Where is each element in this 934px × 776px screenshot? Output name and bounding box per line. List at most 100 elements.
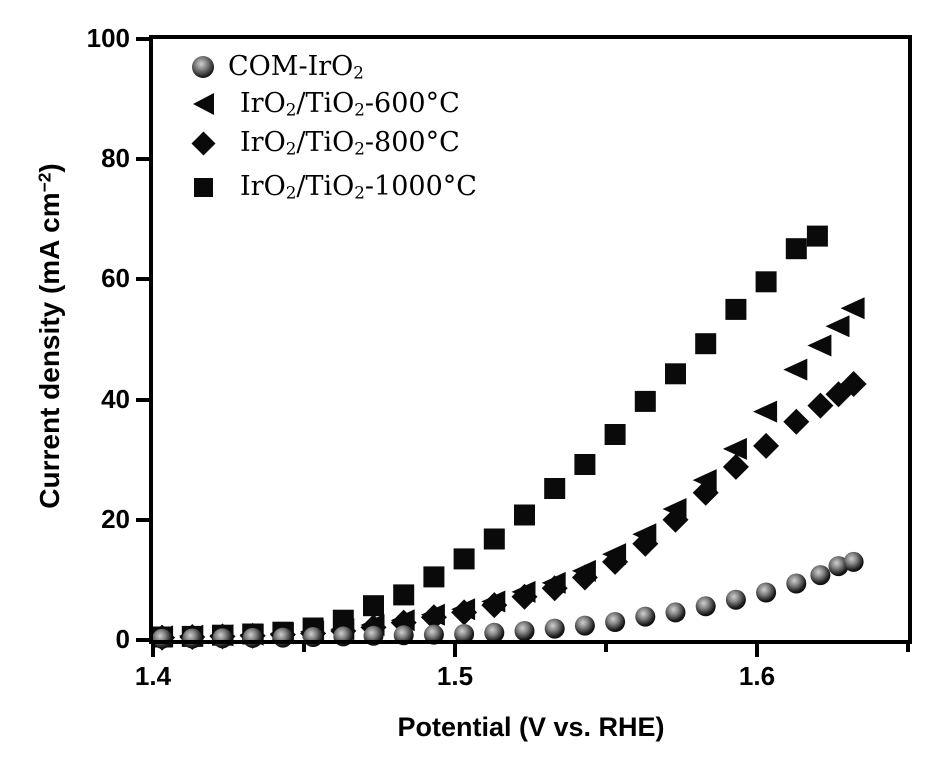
legend-label: COM-IrO2 bbox=[228, 51, 364, 83]
x-axis-label: Potential (V vs. RHE) bbox=[397, 712, 665, 742]
data-point bbox=[825, 315, 850, 338]
text-segment: -800°C bbox=[364, 127, 460, 159]
x-major-tick bbox=[453, 644, 457, 657]
y-major-tick bbox=[136, 517, 149, 522]
x-tick-label: 1.4 bbox=[134, 661, 172, 691]
data-point bbox=[843, 551, 864, 572]
superscript: −2 bbox=[34, 172, 55, 193]
data-point bbox=[152, 628, 173, 649]
legend-item-iro2-tio2-600c: IrO2/TiO2-600°C bbox=[185, 84, 460, 124]
data-point bbox=[514, 621, 535, 641]
data-point bbox=[423, 566, 445, 588]
data-point bbox=[785, 238, 807, 260]
data-point bbox=[786, 573, 807, 594]
data-point bbox=[695, 333, 717, 355]
subscript: 2 bbox=[354, 99, 365, 120]
data-point bbox=[753, 432, 780, 459]
data-point bbox=[242, 627, 263, 648]
text-segment: COM-IrO bbox=[228, 51, 354, 83]
data-point bbox=[753, 400, 778, 423]
diamond-marker-icon bbox=[190, 130, 216, 156]
data-point bbox=[212, 628, 233, 649]
data-point bbox=[662, 506, 689, 533]
y-major-tick bbox=[136, 37, 149, 41]
subscript: 2 bbox=[353, 62, 364, 83]
data-point bbox=[454, 624, 475, 644]
data-point bbox=[451, 599, 478, 626]
y-major-tick bbox=[136, 277, 149, 282]
data-point bbox=[692, 479, 719, 506]
data-point bbox=[484, 622, 505, 643]
data-point bbox=[511, 583, 538, 610]
data-point bbox=[840, 297, 865, 320]
legend-label: IrO2/TiO2-1000°C bbox=[240, 171, 477, 203]
text-segment: IrO bbox=[240, 171, 286, 203]
data-point bbox=[393, 625, 414, 646]
x-tick-label: 1.6 bbox=[738, 661, 776, 691]
data-point bbox=[393, 584, 415, 606]
data-point bbox=[272, 627, 293, 648]
data-point bbox=[333, 626, 354, 647]
data-point bbox=[634, 390, 656, 412]
y-major-tick bbox=[136, 397, 149, 402]
series-iro2-tio2-1000c bbox=[151, 225, 828, 648]
data-point bbox=[783, 408, 810, 435]
data-point bbox=[605, 612, 626, 632]
data-point bbox=[665, 602, 686, 623]
data-point bbox=[363, 625, 384, 646]
data-point bbox=[182, 628, 203, 649]
text-segment: /TiO bbox=[296, 88, 355, 120]
subscript: 2 bbox=[354, 182, 365, 203]
y-tick-label: 60 bbox=[101, 263, 130, 294]
data-point bbox=[783, 358, 808, 381]
subscript: 2 bbox=[285, 138, 297, 159]
subscript: 2 bbox=[285, 182, 297, 203]
data-point bbox=[722, 437, 747, 460]
data-point bbox=[602, 548, 629, 575]
data-point bbox=[665, 363, 686, 385]
y-major-tick bbox=[136, 638, 149, 642]
plot-area bbox=[149, 225, 867, 651]
y-tick-label: 100 bbox=[86, 23, 130, 53]
sphere-marker-icon bbox=[192, 56, 214, 78]
data-point bbox=[571, 564, 598, 591]
text-segment: IrO bbox=[240, 127, 286, 159]
data-point bbox=[423, 624, 444, 645]
data-point bbox=[632, 530, 659, 557]
data-point bbox=[541, 575, 568, 602]
x-minor-tick bbox=[604, 644, 608, 652]
x-major-tick bbox=[755, 644, 759, 657]
data-point bbox=[481, 592, 508, 619]
data-point bbox=[828, 556, 849, 577]
data-point bbox=[807, 392, 834, 419]
series-com-iro2 bbox=[152, 551, 864, 649]
data-point bbox=[574, 615, 595, 636]
data-point bbox=[840, 371, 867, 397]
text-segment: IrO bbox=[240, 88, 286, 120]
data-point bbox=[363, 595, 384, 617]
subscript: 2 bbox=[285, 99, 297, 120]
data-point bbox=[574, 454, 596, 475]
data-point bbox=[722, 453, 749, 480]
y-tick-label: 80 bbox=[101, 143, 130, 174]
data-point bbox=[725, 298, 747, 320]
data-point bbox=[544, 478, 566, 499]
data-point bbox=[303, 627, 324, 647]
data-point bbox=[514, 504, 535, 526]
text-segment: -1000°C bbox=[364, 171, 477, 203]
data-point bbox=[806, 225, 828, 247]
x-minor-tick bbox=[302, 644, 306, 652]
text-segment: /TiO bbox=[296, 127, 355, 159]
data-point bbox=[635, 606, 656, 627]
data-point bbox=[604, 424, 626, 445]
y-tick-label: 40 bbox=[101, 383, 130, 414]
data-point bbox=[483, 528, 505, 550]
text-segment: Current density (mA cm bbox=[34, 192, 65, 509]
data-point bbox=[453, 548, 475, 570]
data-point bbox=[756, 582, 777, 603]
subscript: 2 bbox=[354, 138, 365, 159]
triangle-left-marker-icon bbox=[192, 93, 214, 115]
y-tick-label: 0 bbox=[115, 624, 130, 654]
legend-item-com-iro2: COM-IrO2 bbox=[185, 47, 364, 87]
